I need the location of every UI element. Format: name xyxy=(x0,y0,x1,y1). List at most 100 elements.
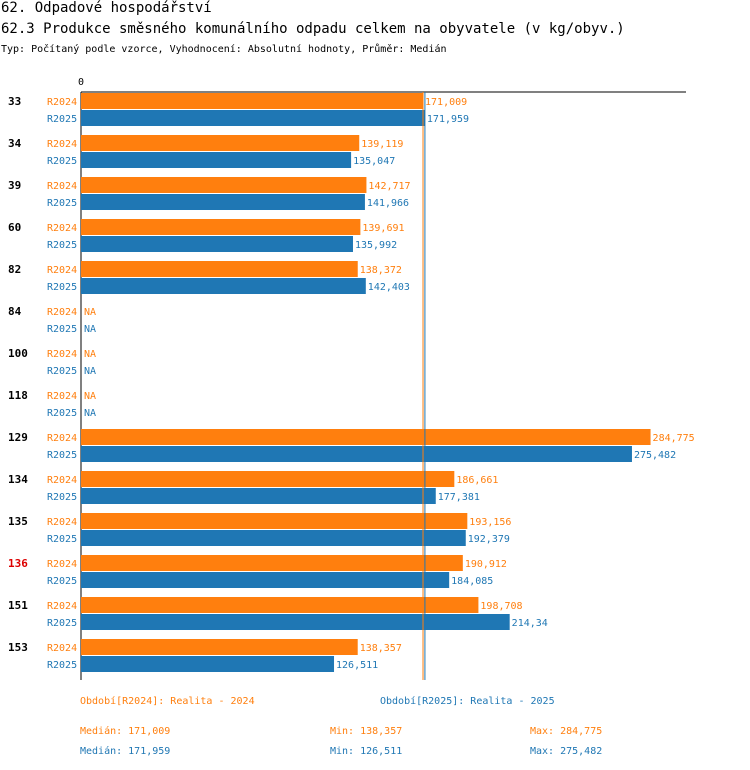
bar xyxy=(81,278,366,294)
category-label: 118 xyxy=(8,389,28,402)
series-label: R2024 xyxy=(47,559,77,570)
series-label: R2024 xyxy=(47,643,77,654)
category-label: 34 xyxy=(8,137,22,150)
bar xyxy=(81,194,365,210)
bar xyxy=(81,555,463,571)
data-label: NA xyxy=(84,349,96,360)
data-label: NA xyxy=(84,408,96,419)
category-label: 100 xyxy=(8,347,28,360)
bar xyxy=(81,471,455,487)
series-label: R2025 xyxy=(47,492,77,503)
bar xyxy=(81,236,353,252)
series-label: R2025 xyxy=(47,156,77,167)
data-label: 171,009 xyxy=(425,97,467,108)
data-label: 139,119 xyxy=(361,139,403,150)
data-label: 135,992 xyxy=(355,240,397,251)
category-label: 153 xyxy=(8,641,28,654)
series-label: R2025 xyxy=(47,240,77,251)
bar xyxy=(81,152,352,168)
data-label: NA xyxy=(84,366,96,377)
data-label: 275,482 xyxy=(634,450,676,461)
stat-max-2024: Max: 284,775 xyxy=(530,726,603,737)
page-title: 62. Odpadové hospodářství xyxy=(1,0,212,16)
bar xyxy=(81,513,468,529)
bar xyxy=(81,93,424,109)
series-label: R2024 xyxy=(47,181,77,192)
series-label: R2024 xyxy=(47,433,77,444)
series-label: R2025 xyxy=(47,660,77,671)
data-label: 139,691 xyxy=(362,223,404,234)
series-label: R2024 xyxy=(47,265,77,276)
stat-median-2025: Medián: 171,959 xyxy=(80,746,171,757)
bar xyxy=(81,656,335,672)
data-label: 138,357 xyxy=(360,643,402,654)
data-label: NA xyxy=(84,324,96,335)
series-label: R2025 xyxy=(47,534,77,545)
bar xyxy=(81,135,360,151)
series-label: R2025 xyxy=(47,408,77,419)
series-label: R2025 xyxy=(47,282,77,293)
series-label: R2025 xyxy=(47,576,77,587)
data-label: 193,156 xyxy=(469,517,511,528)
data-label: 126,511 xyxy=(336,660,378,671)
data-label: 186,661 xyxy=(456,475,498,486)
axis-zero-label: 0 xyxy=(78,77,84,88)
stat-min-2024: Min: 138,357 xyxy=(330,726,403,737)
category-label: 82 xyxy=(8,263,21,276)
legend-period-2025: Období[R2025]: Realita - 2025 xyxy=(380,696,555,707)
bar xyxy=(81,614,510,630)
data-label: 214,34 xyxy=(512,618,548,629)
bar xyxy=(81,177,367,193)
series-label: R2024 xyxy=(47,349,77,360)
data-label: NA xyxy=(84,307,96,318)
bar xyxy=(81,488,436,504)
bar xyxy=(81,429,651,445)
data-label: 142,717 xyxy=(368,181,410,192)
chart-title: 62.3 Produkce směsného komunálního odpad… xyxy=(1,21,625,37)
data-label: 177,381 xyxy=(438,492,480,503)
data-label: 135,047 xyxy=(353,156,395,167)
stat-min-2025: Min: 126,511 xyxy=(330,746,403,757)
category-label: 39 xyxy=(8,179,21,192)
series-label: R2024 xyxy=(47,307,77,318)
data-label: 190,912 xyxy=(465,559,507,570)
series-label: R2024 xyxy=(47,97,77,108)
series-label: R2025 xyxy=(47,114,77,125)
bar xyxy=(81,110,425,126)
series-label: R2024 xyxy=(47,223,77,234)
category-label: 151 xyxy=(8,599,28,612)
stat-median-2024: Medián: 171,009 xyxy=(80,726,171,737)
category-label: 84 xyxy=(8,305,22,318)
data-label: 192,379 xyxy=(468,534,510,545)
category-label: 129 xyxy=(8,431,28,444)
data-label: 284,775 xyxy=(653,433,695,444)
data-label: NA xyxy=(84,391,96,402)
bar xyxy=(81,597,479,613)
bar xyxy=(81,219,361,235)
series-label: R2025 xyxy=(47,198,77,209)
data-label: 171,959 xyxy=(427,114,469,125)
series-label: R2025 xyxy=(47,366,77,377)
stat-max-2025: Max: 275,482 xyxy=(530,746,603,757)
bar xyxy=(81,572,450,588)
bar xyxy=(81,530,466,546)
series-label: R2024 xyxy=(47,475,77,486)
series-label: R2025 xyxy=(47,450,77,461)
category-label: 134 xyxy=(8,473,28,486)
chart-subtitle: Typ: Počítaný podle vzorce, Vyhodnocení:… xyxy=(1,44,447,55)
bar xyxy=(81,446,632,462)
series-label: R2024 xyxy=(47,517,77,528)
bar xyxy=(81,639,358,655)
bar-chart: 0 33 R2024 171,009 R2025 171,959 34 R2024 139,11… xyxy=(8,77,695,680)
bar xyxy=(81,261,358,277)
data-label: 142,403 xyxy=(368,282,410,293)
series-label: R2024 xyxy=(47,139,77,150)
data-label: 184,085 xyxy=(451,576,493,587)
category-label: 135 xyxy=(8,515,28,528)
legend-period-2024: Období[R2024]: Realita - 2024 xyxy=(80,696,255,707)
series-label: R2024 xyxy=(47,601,77,612)
data-label: 138,372 xyxy=(360,265,402,276)
series-label: R2024 xyxy=(47,391,77,402)
data-label: 198,708 xyxy=(480,601,522,612)
series-label: R2025 xyxy=(47,324,77,335)
